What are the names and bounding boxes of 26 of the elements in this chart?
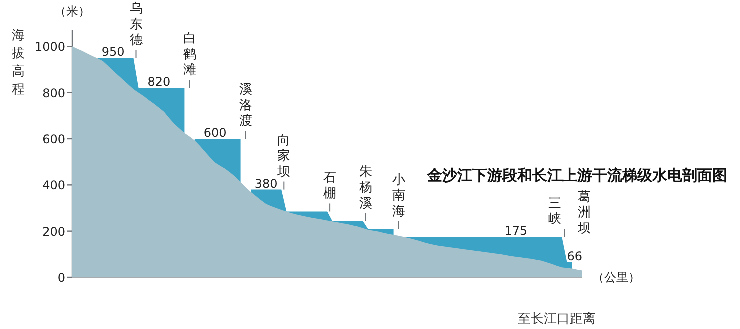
data-label: 66: [567, 249, 582, 264]
text: 金沙江下游段和长江上游干流梯级水电剖面图: [426, 166, 728, 184]
annotation: （米）: [54, 4, 90, 18]
annotation: 石棚: [324, 170, 337, 202]
data-label: 820: [148, 75, 171, 90]
y-tick-label: 800: [42, 86, 66, 100]
y-tick-label: 0: [58, 271, 66, 285]
annotation: 三峡: [548, 196, 562, 228]
annotation: 白鹤滩: [183, 32, 196, 78]
data-label: 175: [504, 224, 528, 238]
y-tick-label: 200: [42, 224, 66, 239]
x-axis-title: 至长江口距离: [518, 311, 596, 327]
annotation: 乌东德: [130, 2, 143, 48]
data-label: 950: [102, 45, 125, 60]
annotation: 葛洲坝: [576, 190, 591, 236]
annotation: 小南海: [392, 172, 406, 220]
y-tick-label: 600: [42, 132, 66, 146]
annotation: 朱杨溪: [358, 164, 372, 212]
y-tick-label: 400: [42, 178, 66, 193]
y-axis-title: 海拔高程: [12, 28, 25, 98]
data-label: 380: [254, 176, 278, 191]
annotation: 溪洛渡: [239, 82, 252, 129]
annotation: 向家坝: [276, 133, 291, 180]
y-tick-label: 1000: [34, 40, 66, 54]
data-label: 600: [204, 126, 227, 140]
text: （公里）: [592, 270, 641, 284]
